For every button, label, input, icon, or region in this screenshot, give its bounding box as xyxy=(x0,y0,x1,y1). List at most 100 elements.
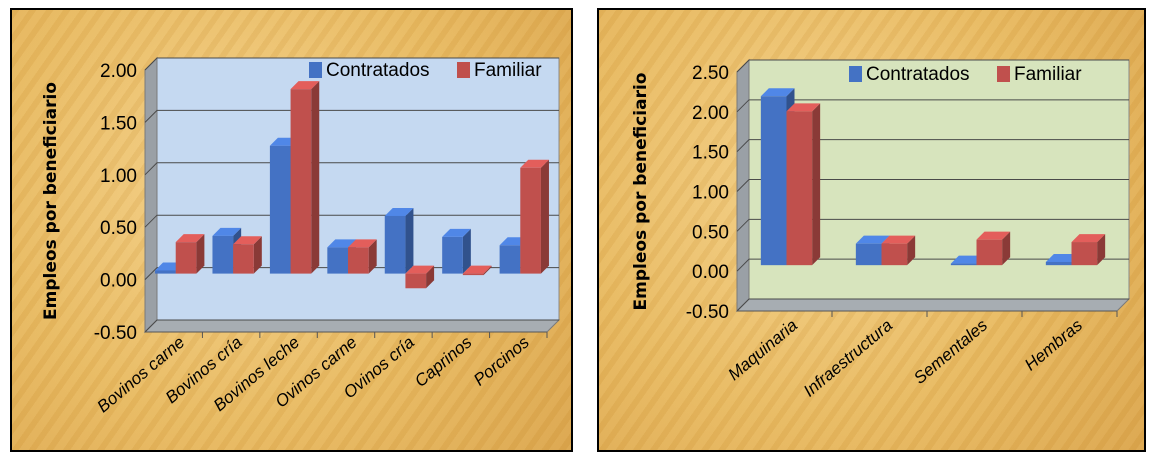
gridline xyxy=(736,139,1129,153)
gridline xyxy=(736,218,1129,232)
bar-front xyxy=(175,242,197,274)
bar-top xyxy=(855,235,890,244)
x-tick-label: Porcinos xyxy=(470,332,533,389)
plot-side-wall xyxy=(144,56,158,334)
y-tick-label: -0.50 xyxy=(94,323,137,344)
x-tick-label: Infraestructura xyxy=(800,316,896,401)
bar-front xyxy=(290,89,312,274)
bar-front xyxy=(212,235,234,274)
bar-front xyxy=(442,236,463,274)
bar-top xyxy=(348,239,377,248)
gridline xyxy=(736,99,1129,113)
bar-front xyxy=(1045,261,1072,266)
y-axis-label: Empleos por beneficiario xyxy=(41,82,61,320)
x-tick-label: Maquinaria xyxy=(724,316,801,385)
bar-front xyxy=(786,111,813,266)
y-tick-label: -0.50 xyxy=(686,302,729,323)
bar-top xyxy=(881,235,916,244)
legend-swatch xyxy=(997,66,1010,82)
bar xyxy=(348,239,377,274)
legend-label: Familiar xyxy=(474,60,542,81)
bar-top xyxy=(212,227,242,236)
gridline xyxy=(736,59,1129,73)
gridline xyxy=(144,109,559,123)
bar-side xyxy=(540,159,549,274)
bar-top xyxy=(405,265,435,274)
x-tick-label: Hembras xyxy=(1021,315,1086,374)
bar-top xyxy=(290,81,320,90)
bar-front xyxy=(520,167,541,274)
bar xyxy=(786,103,821,266)
bar-front xyxy=(327,247,348,274)
bar-side xyxy=(462,228,471,274)
bar-top xyxy=(1045,253,1080,262)
bar-front xyxy=(950,263,977,266)
bar-side xyxy=(907,235,916,266)
bar-side xyxy=(1002,231,1011,266)
bar-top xyxy=(760,88,795,97)
legend-label: Familiar xyxy=(1014,64,1082,85)
bar xyxy=(233,236,262,274)
bar-side xyxy=(368,239,377,274)
x-tick-label: Sementales xyxy=(910,315,991,388)
bar-side xyxy=(405,207,414,274)
bar-front xyxy=(760,96,787,266)
gridline xyxy=(144,57,559,71)
y-tick-label: 1.50 xyxy=(692,143,729,164)
bar-top xyxy=(233,236,262,245)
chart-panel-right: 2.50 2.00 1.50 1.00 0.50 0.00 -0.50 Empleos por… xyxy=(597,8,1146,452)
bar xyxy=(405,265,435,289)
bar xyxy=(384,207,414,274)
bar-front xyxy=(384,215,406,274)
y-tick-label: 0.00 xyxy=(100,271,137,292)
chart-left: 2.00 1.50 1.00 0.50 0.00 -0.50 Empleos por ben… xyxy=(41,56,561,416)
bar-top xyxy=(175,234,205,243)
bar-side xyxy=(196,234,205,274)
bar-front xyxy=(499,245,521,274)
bar xyxy=(520,159,549,274)
bar xyxy=(175,234,205,274)
y-tick-label: 1.00 xyxy=(100,166,137,187)
y-tick-label: 2.50 xyxy=(692,63,729,84)
chart-right: 2.50 2.00 1.50 1.00 0.50 0.00 -0.50 Empleos por… xyxy=(631,58,1131,401)
legend-swatch xyxy=(849,66,862,82)
bar-front xyxy=(462,273,484,276)
gridline xyxy=(144,162,559,176)
bar-front xyxy=(881,243,908,266)
bar-top xyxy=(327,239,356,248)
bar xyxy=(976,231,1011,266)
chart-panel-left: 2.00 1.50 1.00 0.50 0.00 -0.50 Empleos por ben… xyxy=(10,8,573,452)
bar-top xyxy=(1071,234,1106,243)
bar-top xyxy=(520,159,549,168)
gridline xyxy=(736,179,1129,192)
bar xyxy=(881,235,916,266)
y-tick-label: 1.50 xyxy=(100,113,137,134)
bar-top xyxy=(462,265,492,274)
bar xyxy=(1071,234,1106,266)
bar-front xyxy=(233,244,254,274)
gridline xyxy=(144,319,559,333)
gridline xyxy=(736,298,1129,312)
bar-front xyxy=(155,270,176,274)
y-tick-label: 2.00 xyxy=(692,103,729,124)
y-tick-label: 1.00 xyxy=(692,183,729,204)
bar-front xyxy=(1071,242,1098,266)
plot-back-wall xyxy=(156,57,560,321)
y-tick-label: 0.50 xyxy=(692,222,729,243)
y-tick-label: 0.50 xyxy=(100,218,137,239)
bar-side xyxy=(483,265,492,276)
bar-front xyxy=(348,247,369,274)
bar-front xyxy=(855,243,882,266)
gridline xyxy=(144,214,559,228)
bar-front xyxy=(976,239,1003,266)
bar-side xyxy=(253,236,262,274)
legend-label: Contratados xyxy=(326,60,430,81)
bar-side xyxy=(1097,234,1106,266)
bar-front xyxy=(405,273,427,289)
y-axis-label: Empleos por beneficiario xyxy=(631,73,651,311)
legend-swatch xyxy=(309,62,322,78)
legend-swatch xyxy=(457,62,470,78)
bar-side xyxy=(311,81,320,274)
bar-top xyxy=(786,103,821,112)
bar xyxy=(290,81,320,274)
